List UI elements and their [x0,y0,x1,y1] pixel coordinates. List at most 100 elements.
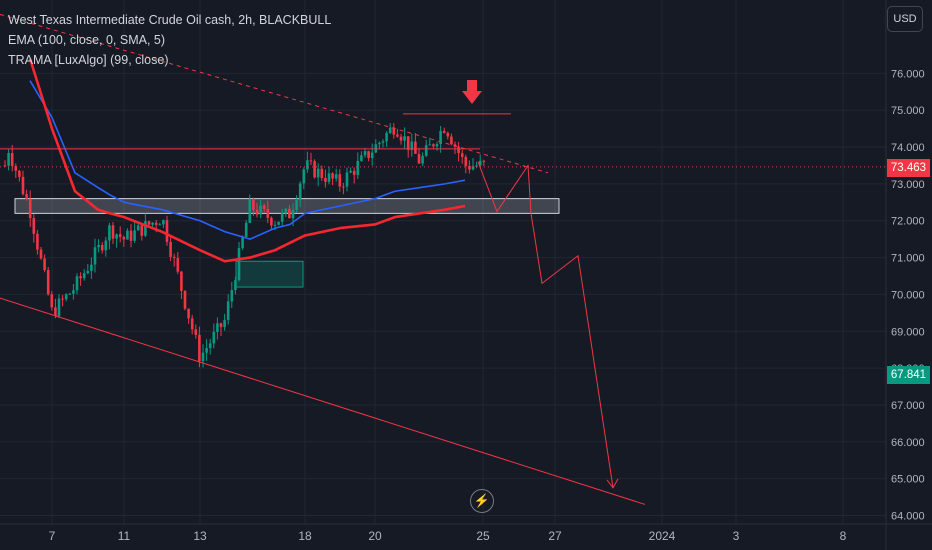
candle [471,158,475,171]
candle-body [424,145,428,156]
y-tick-label: 64.000 [891,511,925,523]
candle-body [104,240,108,251]
candle [421,152,424,167]
candle-body [14,165,18,171]
candle [205,339,208,361]
candle-body [302,169,306,184]
x-tick-label: 18 [298,529,312,543]
candle [392,123,396,139]
candle-body [64,294,68,300]
candle-body [360,155,363,161]
candle-body [363,151,367,156]
candle-body [309,160,313,162]
candle-body [338,174,342,187]
candle-body [316,168,320,178]
candle [183,290,187,311]
candle [410,133,414,157]
candle [54,298,57,319]
candle-body [406,136,410,150]
chart-legend: West Texas Intermediate Crude Oil cash, … [8,10,331,70]
candle-body [205,348,208,353]
y-tick-label: 72.000 [891,216,925,228]
y-tick-label: 66.000 [891,437,925,449]
candle-body [324,178,327,182]
candle [25,189,28,201]
candle [478,154,482,168]
candle [219,322,223,337]
candle [363,147,367,158]
chart-grid [0,0,886,524]
candle [349,167,352,174]
candle [316,163,320,187]
candle-body [342,186,345,188]
candle-body [241,236,244,249]
candle-body [187,308,190,319]
candle [295,195,298,213]
demand-zone [235,260,304,288]
candle-body [252,199,255,210]
current-price-tag: 73.463 [887,159,930,177]
trama-indicator-label[interactable]: TRAMA [LuxAlgo] (99, close) [8,53,169,67]
candle-body [180,271,183,291]
candle [388,123,392,134]
candle-body [244,222,248,237]
candle-body [352,170,356,175]
currency-button[interactable]: USD [887,6,923,32]
candle-body [226,301,230,320]
candle-body [288,208,291,219]
candle-body [147,221,151,225]
candle [180,270,183,299]
candle [230,281,234,309]
candle [158,222,162,226]
y-tick-label: 71.000 [891,253,925,265]
candle-body [90,264,93,271]
candle [162,219,165,229]
chart-drawings [0,13,886,505]
candle-body [126,230,129,240]
lightning-icon[interactable]: ⚡ [470,489,494,513]
candle-body [403,136,406,141]
y-tick-label: 73.000 [891,179,925,191]
candle-body [270,217,273,226]
candle [259,199,262,219]
candle [36,229,39,255]
candle-body [439,130,442,145]
candle-body [46,270,50,295]
candle-body [18,170,21,177]
candle [327,166,331,185]
candle [280,208,284,227]
candle-body [450,136,453,145]
down-arrow-head [462,91,482,104]
candle [370,143,374,166]
ema-indicator-label[interactable]: EMA (100, close, 0, SMA, 5) [8,33,166,47]
candle-body [385,133,388,142]
candle-body [442,130,446,133]
y-tick-label: 69.000 [891,326,925,338]
x-tick-label: 20 [368,529,382,543]
candle [46,267,50,296]
candle-body [234,280,237,291]
candle [262,203,266,213]
candle [244,219,248,238]
y-tick-label: 74.000 [891,142,925,154]
candle-body [327,173,331,182]
candle-body [75,276,79,291]
candle-body [57,298,61,317]
candle-body [266,208,270,218]
candle [284,207,288,217]
candle [208,338,212,355]
candle-body [176,258,180,272]
candle [457,141,460,162]
candle-body [388,127,392,134]
candle [270,216,273,230]
candle-body [172,256,176,259]
x-tick-label: 27 [548,529,562,543]
candle-body [208,343,212,349]
candle [334,168,338,182]
candle-body [331,173,334,179]
candle-body [460,153,464,157]
candle [32,213,36,243]
candle [75,273,79,295]
candle [169,234,172,262]
